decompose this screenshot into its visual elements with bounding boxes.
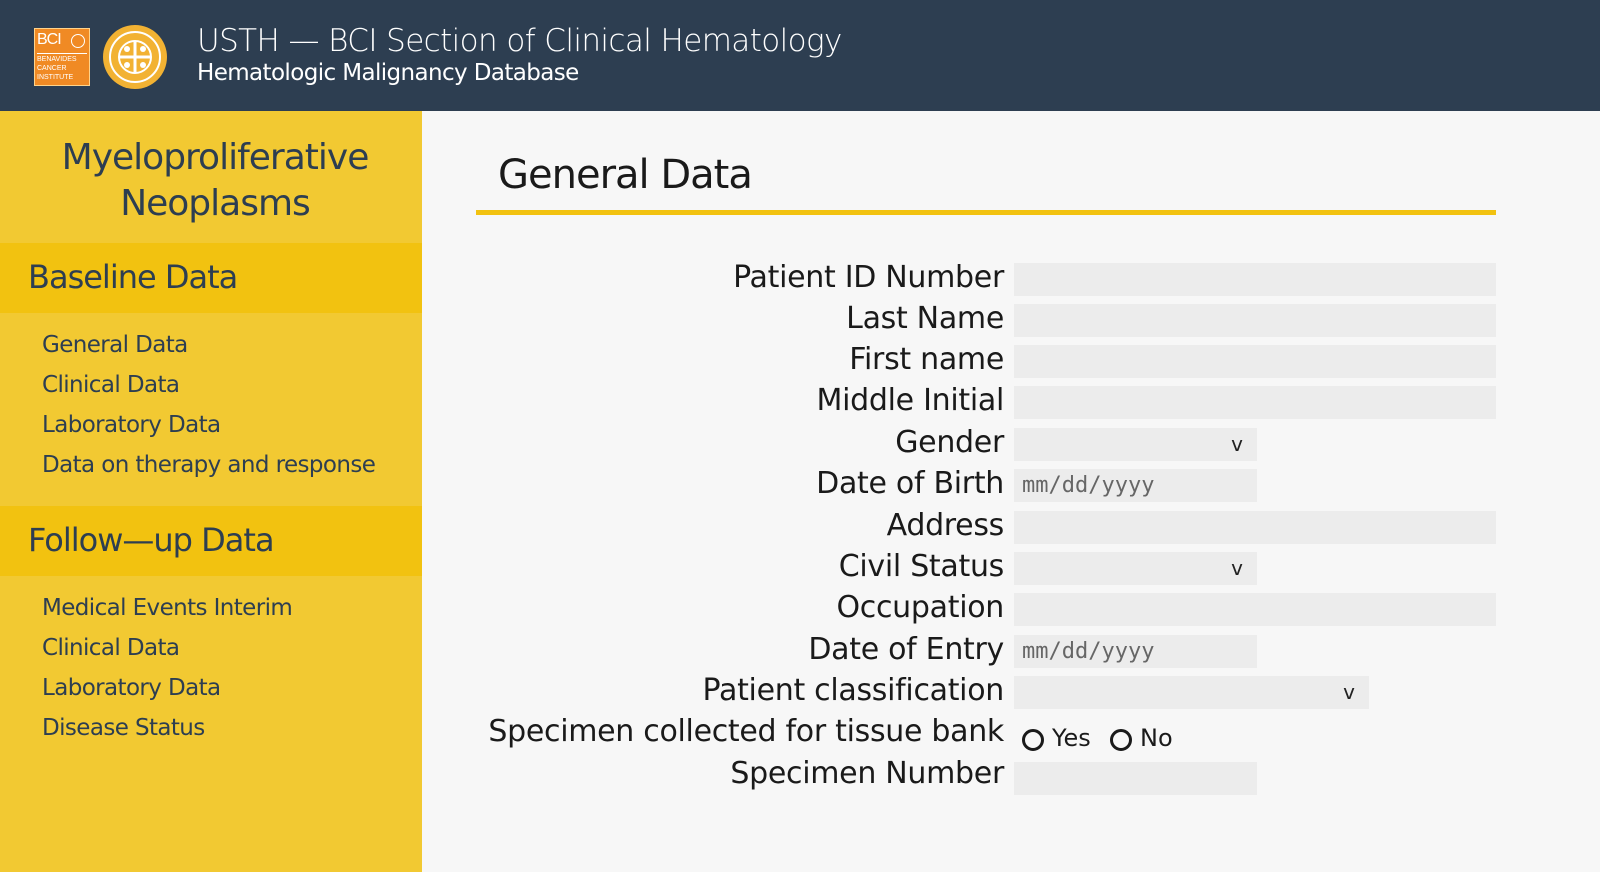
gender-label: Gender xyxy=(895,425,1004,460)
sidebar-section-label: Follow—up Data xyxy=(28,521,275,559)
patient-id-input[interactable] xyxy=(1014,263,1496,296)
address-label: Address xyxy=(886,508,1005,543)
date-of-birth-input[interactable] xyxy=(1014,469,1257,502)
sidebar-item-therapy-response[interactable]: Data on therapy and response xyxy=(42,452,376,478)
sidebar-section-follow-up[interactable]: Follow—up Data xyxy=(0,506,422,576)
bci-logo-subtext: BENAVIDES CANCER INSTITUTE xyxy=(37,56,77,81)
last-name-label: Last Name xyxy=(846,301,1004,336)
specimen-number-label: Specimen Number xyxy=(730,756,1004,791)
specimen-collected-label: Specimen collected for tissue bank xyxy=(488,714,1004,749)
sidebar: Myeloproliferative Neoplasms Baseline Da… xyxy=(0,111,422,872)
specimen-number-input[interactable] xyxy=(1014,762,1257,795)
bci-logo: BCI BENAVIDES CANCER INSTITUTE xyxy=(34,28,90,86)
occupation-label: Occupation xyxy=(836,590,1004,625)
patient-id-label: Patient ID Number xyxy=(733,260,1004,295)
civil-status-label: Civil Status xyxy=(838,549,1005,584)
date-of-birth-label: Date of Birth xyxy=(816,466,1004,501)
sidebar-item-follow-up-laboratory-data[interactable]: Laboratory Data xyxy=(42,675,221,701)
civil-status-select[interactable]: v xyxy=(1014,552,1257,585)
sidebar-item-disease-status[interactable]: Disease Status xyxy=(42,715,205,741)
chevron-down-icon: v xyxy=(1231,432,1243,456)
top-header: BCI BENAVIDES CANCER INSTITUTE USTH — BC… xyxy=(0,0,1600,111)
sidebar-item-laboratory-data[interactable]: Laboratory Data xyxy=(42,412,221,438)
sidebar-item-follow-up-clinical-data[interactable]: Clinical Data xyxy=(42,635,180,661)
title-divider xyxy=(476,210,1496,215)
bci-emblem-icon xyxy=(71,34,85,48)
app-title: USTH — BCI Section of Clinical Hematolog… xyxy=(197,23,842,59)
sidebar-section-baseline[interactable]: Baseline Data xyxy=(0,243,422,313)
date-of-entry-label: Date of Entry xyxy=(808,632,1004,667)
specimen-yes-radio[interactable] xyxy=(1022,729,1044,751)
address-input[interactable] xyxy=(1014,511,1496,544)
middle-initial-label: Middle Initial xyxy=(816,383,1005,418)
specimen-yes-label[interactable]: Yes xyxy=(1052,724,1091,752)
gender-select[interactable]: v xyxy=(1014,428,1257,461)
sidebar-item-general-data[interactable]: General Data xyxy=(42,332,188,358)
chevron-down-icon: v xyxy=(1231,556,1243,580)
app-subtitle: Hematologic Malignancy Database xyxy=(197,60,579,86)
chevron-down-icon: v xyxy=(1343,680,1355,704)
sidebar-item-clinical-data[interactable]: Clinical Data xyxy=(42,372,180,398)
sidebar-section-label: Baseline Data xyxy=(28,258,238,296)
specimen-no-radio[interactable] xyxy=(1110,729,1132,751)
specimen-no-label[interactable]: No xyxy=(1140,724,1173,752)
first-name-input[interactable] xyxy=(1014,345,1496,378)
page-title: General Data xyxy=(498,152,753,198)
sidebar-title: Myeloproliferative Neoplasms xyxy=(61,137,370,224)
patient-classification-label: Patient classification xyxy=(702,673,1005,708)
last-name-input[interactable] xyxy=(1014,304,1496,337)
sidebar-item-medical-events-interim[interactable]: Medical Events Interim xyxy=(42,595,293,621)
date-of-entry-input[interactable] xyxy=(1014,635,1257,668)
university-seal-icon xyxy=(103,25,167,89)
bci-logo-text: BCI xyxy=(37,31,62,48)
middle-initial-input[interactable] xyxy=(1014,386,1496,419)
occupation-input[interactable] xyxy=(1014,593,1496,626)
patient-classification-select[interactable]: v xyxy=(1014,676,1369,709)
first-name-label: First name xyxy=(849,342,1004,377)
